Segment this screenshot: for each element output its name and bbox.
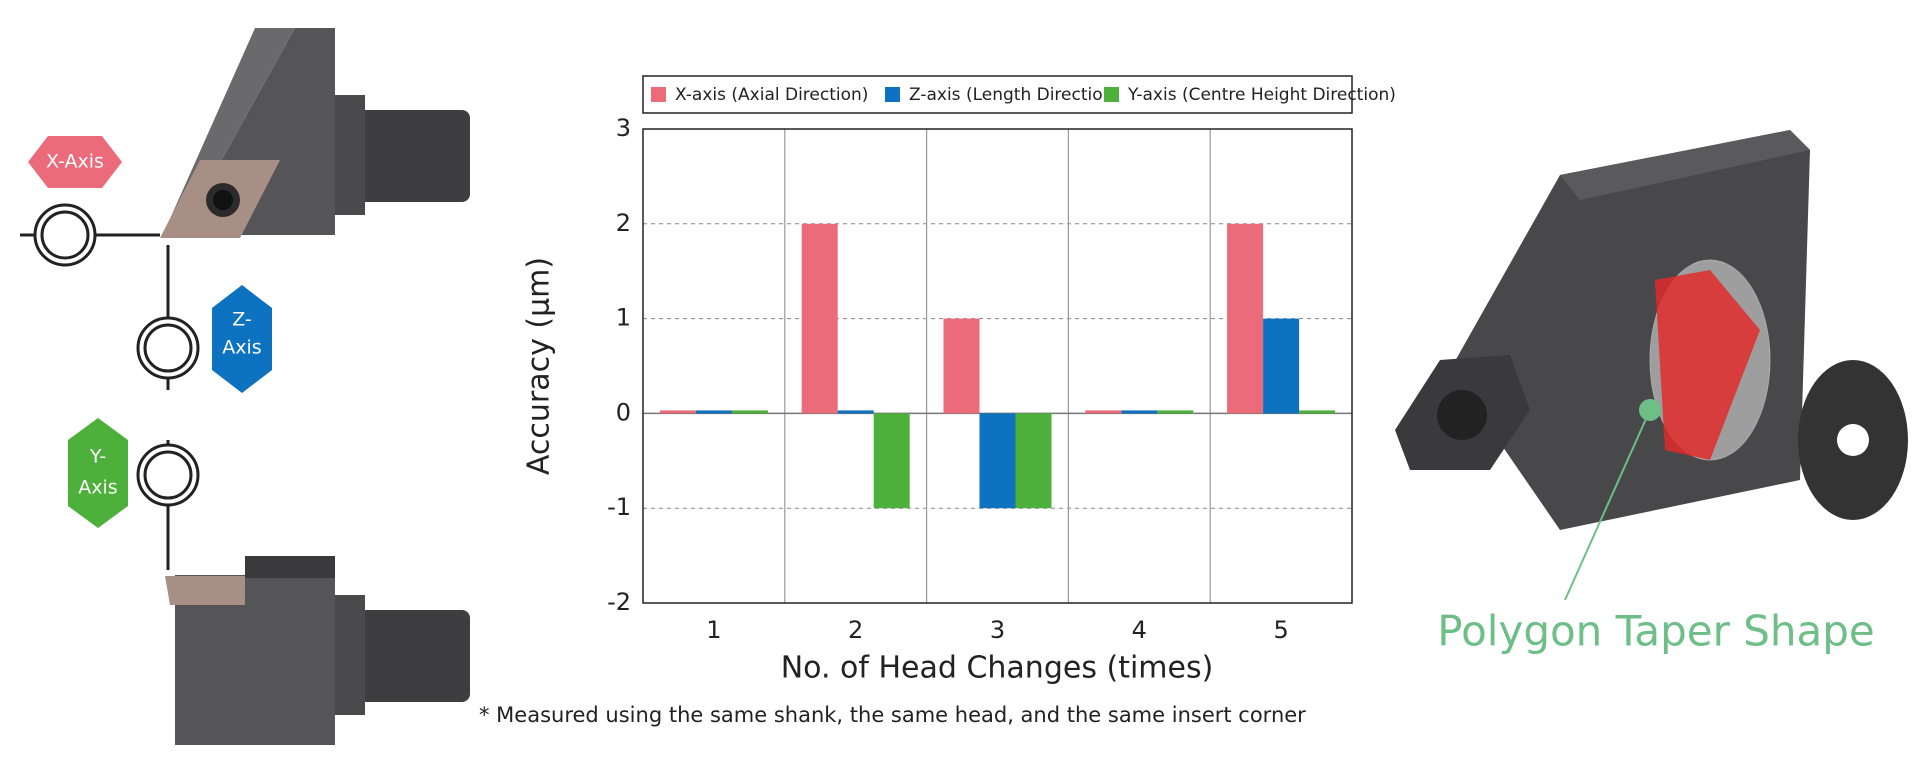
bar (1085, 410, 1122, 414)
y-axis-tag: Axis (78, 477, 117, 499)
x-tag-shape (28, 136, 122, 188)
x-axis-tag: X-Axis (46, 151, 104, 173)
bar (943, 318, 980, 414)
legend-box (642, 75, 1353, 114)
bar (659, 410, 696, 414)
x-tick-label: 2 (848, 616, 863, 644)
legend-label: X-axis (Axial Direction) (675, 85, 868, 105)
tool-top (160, 28, 470, 238)
y-tick-label: 1 (616, 304, 631, 332)
x-tick-label: 4 (1132, 616, 1147, 644)
y-tick-label: 0 (616, 398, 631, 426)
x-tick-label: 3 (990, 616, 1005, 644)
bar (1263, 318, 1300, 414)
z-axis-tag: Z- (232, 309, 252, 331)
x-tick-label: 1 (706, 616, 721, 644)
y-tick-label: 2 (616, 209, 631, 237)
bar (979, 413, 1016, 509)
bar (873, 413, 910, 509)
bar (731, 410, 768, 414)
legend-swatch (885, 87, 900, 102)
head-illustration (1395, 130, 1908, 601)
y-tick-label: -1 (607, 493, 631, 521)
footnote: * Measured using the same shank, the sam… (479, 703, 1306, 727)
bar (1015, 413, 1052, 509)
bar (837, 410, 874, 414)
callout: Polygon Taper Shape (1437, 607, 1874, 656)
x-tick-label: 5 (1273, 616, 1288, 644)
bar (695, 410, 732, 414)
z-axis-tag: Axis (222, 337, 261, 359)
x-axis-label: No. of Head Changes (times) (781, 651, 1214, 686)
gauges (20, 203, 200, 570)
bar (1299, 410, 1336, 414)
bar (801, 223, 838, 414)
y-tick-label: 3 (616, 114, 631, 142)
y-tag-shape (68, 418, 128, 528)
legend-label: Z-axis (Length Direction) (909, 85, 1120, 105)
tool-bottom (165, 556, 470, 745)
y-axis-label: Accuracy (μm) (522, 257, 557, 475)
plot-frame (642, 128, 1353, 604)
bar (1121, 410, 1158, 414)
bar (1157, 410, 1194, 414)
legend-label: Y-axis (Centre Height Direction) (1127, 85, 1396, 105)
y-axis-tag: Y- (89, 446, 106, 468)
legend-swatch (651, 87, 666, 102)
y-tick-label: -2 (607, 588, 631, 616)
z-tag-shape (212, 285, 272, 393)
legend-swatch (1104, 87, 1119, 102)
bar (1227, 223, 1264, 414)
